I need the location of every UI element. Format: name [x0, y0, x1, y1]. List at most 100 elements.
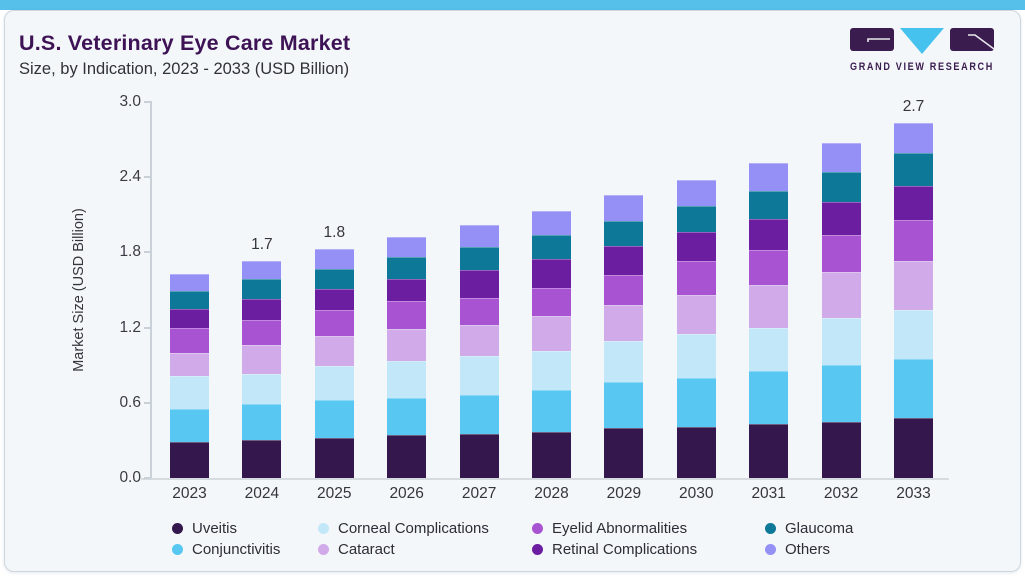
bar-segment-cataract-2031: [749, 285, 789, 328]
y-tick-label: 0.6: [119, 393, 141, 411]
logo-icon: GRAND VIEW RESEARCH: [850, 28, 995, 73]
legend-item-others: Others: [765, 541, 831, 558]
bar-segment-retinal-complications-2029: [604, 246, 644, 275]
bar-segment-corneal-complications-2032: [821, 317, 861, 366]
bar-segment-eyelid-abnormalities-2029: [604, 274, 644, 306]
bar-segment-uveitis-2023: [170, 441, 209, 478]
y-tick-label: 3.0: [119, 93, 141, 110]
bar-segment-uveitis-2029: [604, 427, 644, 478]
page-subtitle: Size, by Indication, 2023 - 2033 (USD Bi…: [19, 60, 350, 78]
legend-item-conjunctivitis: Conjunctivitis: [172, 541, 281, 558]
bar-segment-uveitis-2028: [532, 431, 571, 478]
legend-label: Conjunctivitis: [192, 541, 281, 558]
bar-segment-corneal-complications-2033: [894, 310, 933, 359]
legend-label: Retinal Complications: [552, 541, 698, 558]
y-tick-label: 2.4: [119, 168, 141, 186]
bar-2026: [387, 237, 427, 478]
bar-segment-retinal-complications-2032: [821, 202, 861, 235]
bar-segment-cataract-2029: [604, 305, 644, 342]
x-tick-label-2031: 2031: [751, 485, 786, 502]
x-tick-label-2030: 2030: [679, 485, 714, 502]
bar-segment-conjunctivitis-2030: [676, 377, 716, 427]
bar-segment-glaucoma-2032: [821, 172, 861, 203]
bar-segment-conjunctivitis-2025: [314, 400, 354, 438]
grand-view-research-logo: GRAND VIEW RESEARCH: [850, 28, 1002, 81]
bar-segment-eyelid-abnormalities-2025: [314, 310, 354, 337]
legend-dot: [172, 522, 183, 534]
bar-segment-glaucoma-2025: [314, 268, 354, 289]
x-tick-label-2033: 2033: [896, 485, 931, 502]
bar-segment-others-2028: [532, 211, 571, 235]
legend-dot: [765, 544, 776, 555]
bar-segment-cataract-2028: [532, 316, 571, 352]
legend-item-eyelid-abnormalities: Eyelid Abnormalities: [532, 520, 687, 537]
bar-segment-eyelid-abnormalities-2031: [749, 249, 789, 286]
bar-segment-conjunctivitis-2032: [821, 365, 861, 422]
bar-segment-conjunctivitis-2027: [459, 395, 499, 435]
bar-segment-uveitis-2024: [242, 440, 282, 478]
report-card: U.S. Veterinary Eye Care Market Size, by…: [4, 10, 1021, 572]
bar-segment-eyelid-abnormalities-2030: [676, 261, 716, 296]
legend-dot: [765, 522, 776, 534]
bar-segment-retinal-complications-2026: [387, 278, 427, 302]
legend-dot: [532, 522, 543, 534]
bar-segment-uveitis-2031: [749, 424, 789, 478]
legend-dot: [318, 522, 329, 534]
bar-segment-cataract-2030: [676, 295, 716, 334]
legend-item-uveitis: Uveitis: [172, 520, 237, 537]
bar-segment-glaucoma-2024: [242, 278, 282, 299]
bar-segment-cataract-2025: [314, 336, 354, 367]
bar-segment-eyelid-abnormalities-2023: [170, 327, 209, 353]
bar-segment-retinal-complications-2028: [532, 258, 571, 288]
bar-segment-corneal-complications-2031: [749, 327, 789, 372]
y-axis-line: [150, 101, 152, 479]
bar-segment-eyelid-abnormalities-2032: [821, 234, 861, 273]
y-tick-label: 0.0: [119, 469, 141, 486]
x-tick-label-2028: 2028: [534, 485, 569, 502]
bar-segment-eyelid-abnormalities-2024: [242, 320, 282, 346]
bar-segment-others-2025: [314, 248, 354, 269]
x-tick-label-2029: 2029: [606, 485, 642, 502]
legend-label: Others: [785, 541, 831, 558]
bar-segment-uveitis-2027: [459, 434, 499, 478]
bar-segment-cataract-2024: [242, 345, 282, 374]
bar-segment-glaucoma-2027: [459, 247, 499, 270]
bar-segment-corneal-complications-2024: [242, 373, 282, 405]
bar-segment-cataract-2033: [894, 261, 933, 311]
y-tick-mark: [144, 477, 151, 479]
page-title: U.S. Veterinary Eye Care Market: [19, 31, 351, 55]
bar-segment-conjunctivitis-2023: [170, 409, 209, 442]
bar-segment-corneal-complications-2026: [387, 361, 427, 398]
bar-segment-cataract-2027: [459, 325, 499, 357]
legend-item-cataract: Cataract: [318, 541, 395, 558]
legend-item-corneal-complications: Corneal Complications: [318, 520, 489, 537]
bar-segment-others-2030: [676, 179, 716, 207]
y-tick-mark: [144, 401, 151, 404]
bar-segment-eyelid-abnormalities-2026: [387, 301, 427, 329]
bar-segment-cataract-2023: [170, 352, 209, 377]
bar-2025: [314, 248, 354, 478]
bar-segment-uveitis-2030: [676, 426, 716, 478]
bar-segment-retinal-complications-2025: [314, 288, 354, 311]
y-tick-label: 1.8: [119, 243, 141, 261]
bar-segment-glaucoma-2028: [532, 234, 571, 259]
bar-2030: [676, 179, 716, 478]
legend-dot: [318, 544, 329, 555]
bar-segment-eyelid-abnormalities-2033: [894, 219, 933, 262]
legend-dot: [532, 544, 543, 555]
legend-item-retinal-complications: Retinal Complications: [532, 541, 698, 558]
x-tick-label-2023: 2023: [172, 485, 207, 502]
bar-segment-uveitis-2025: [314, 437, 354, 478]
bar-segment-cataract-2032: [821, 272, 861, 318]
bar-segment-conjunctivitis-2026: [387, 397, 427, 436]
bar-value-label-2025: 1.8: [323, 223, 346, 241]
x-tick-label-2027: 2027: [461, 485, 497, 502]
bar-segment-others-2032: [821, 143, 861, 173]
bar-segment-corneal-complications-2027: [459, 356, 499, 396]
bar-segment-others-2027: [459, 224, 499, 248]
y-tick-label: 1.2: [119, 318, 141, 336]
bar-segment-others-2023: [170, 273, 209, 292]
bar-segment-glaucoma-2031: [749, 191, 789, 219]
bar-value-label-2024: 1.7: [251, 236, 273, 254]
legend-label: Cataract: [338, 541, 395, 558]
